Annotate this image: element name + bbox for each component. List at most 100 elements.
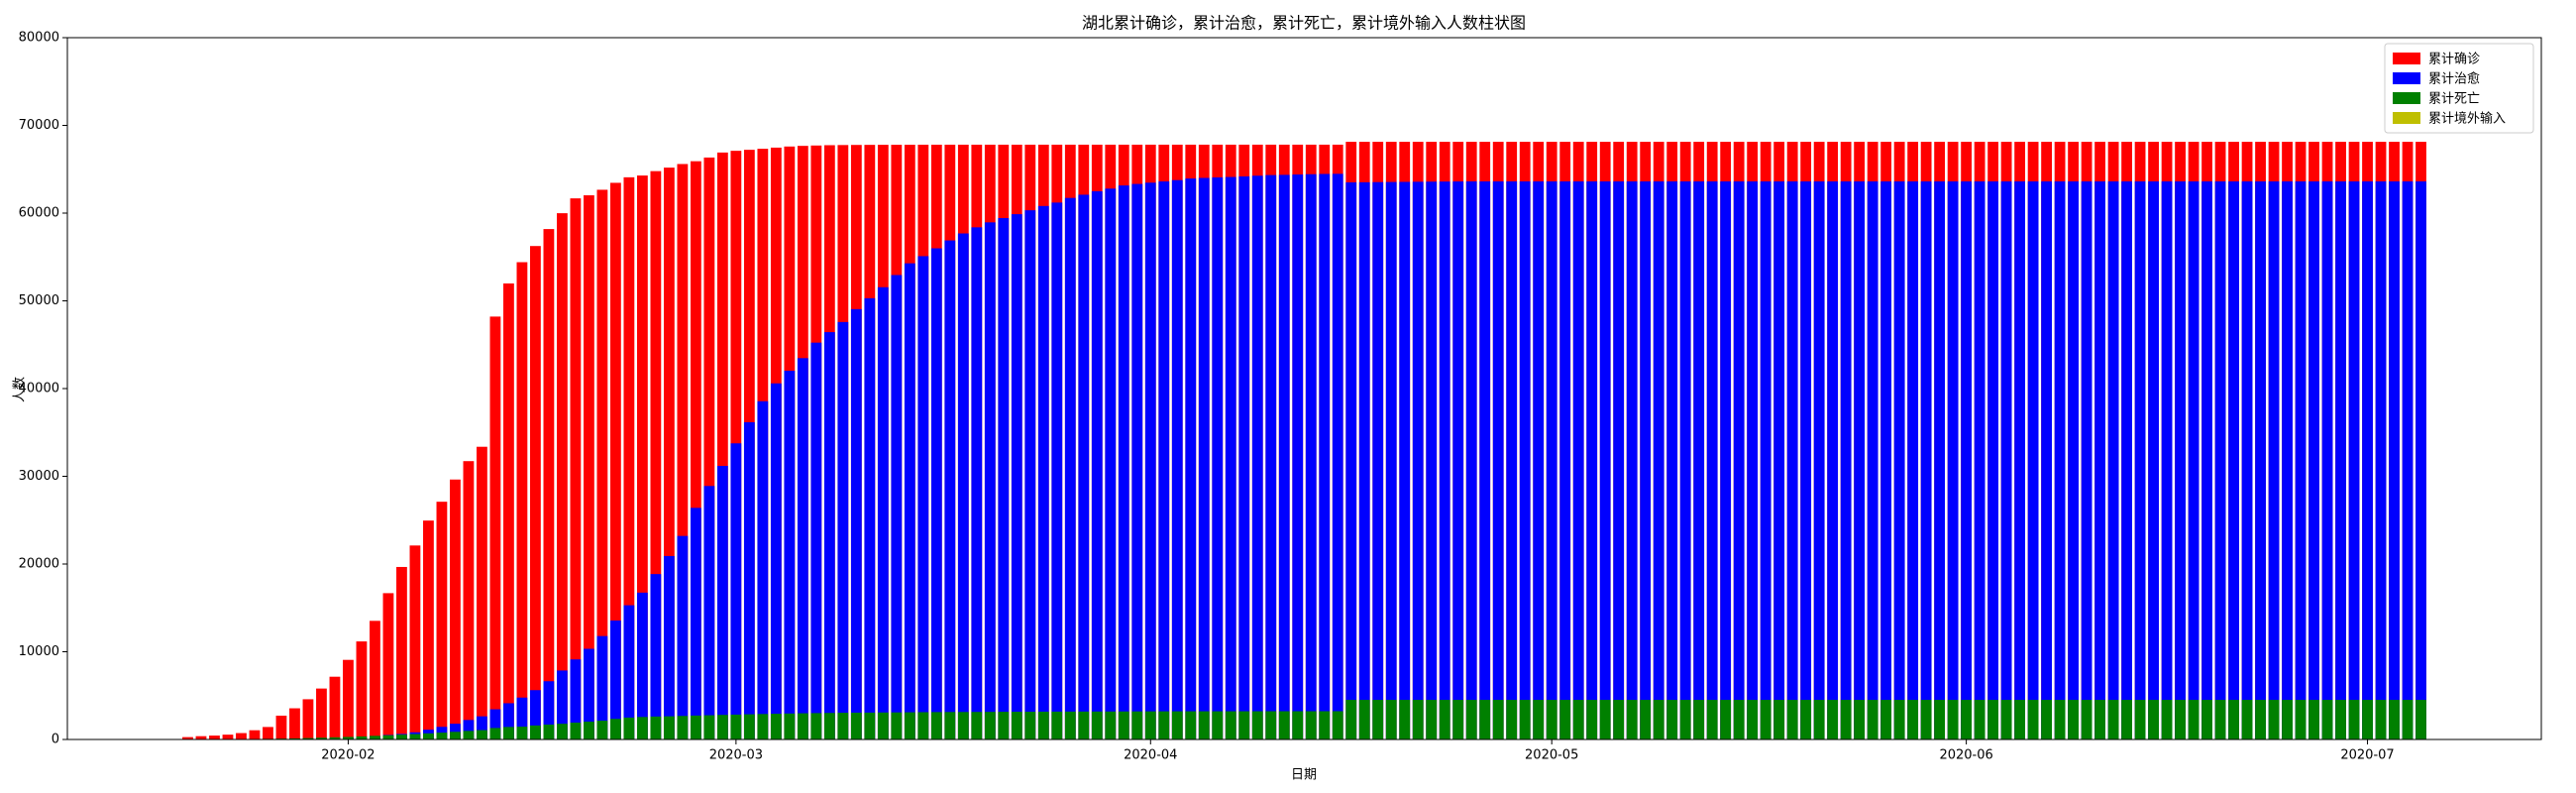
bar xyxy=(2027,700,2039,739)
bar xyxy=(1747,180,1759,739)
bar xyxy=(1439,700,1450,739)
bar xyxy=(984,712,996,739)
bar xyxy=(957,233,969,740)
bar xyxy=(1412,181,1424,739)
bar xyxy=(1051,711,1063,739)
bar xyxy=(222,735,234,739)
bar xyxy=(1666,180,1678,739)
legend-swatch xyxy=(2393,53,2420,64)
bar xyxy=(2175,700,2186,739)
bar xyxy=(316,688,327,739)
bar xyxy=(2321,180,2333,739)
bar xyxy=(1278,174,1290,739)
bar xyxy=(2389,180,2400,739)
bar xyxy=(677,535,689,739)
bar xyxy=(289,708,300,739)
x-tick-label: 2020-03 xyxy=(709,748,763,763)
bar xyxy=(1238,711,1250,739)
bar xyxy=(343,659,354,739)
bar xyxy=(1278,711,1290,739)
bar xyxy=(1867,180,1878,739)
bar xyxy=(904,712,915,739)
bar xyxy=(329,736,341,739)
bar xyxy=(2295,700,2307,739)
bar xyxy=(1559,180,1571,739)
bar xyxy=(1773,180,1785,739)
bar xyxy=(823,332,835,739)
bar xyxy=(2068,180,2079,739)
bar xyxy=(2081,700,2093,739)
bar xyxy=(2041,700,2052,739)
bar xyxy=(236,733,247,739)
bar xyxy=(1760,180,1771,739)
bar xyxy=(743,714,755,739)
bar xyxy=(2402,700,2414,739)
x-tick-label: 2020-04 xyxy=(1124,748,1177,763)
bar xyxy=(1666,700,1678,739)
y-tick-label: 0 xyxy=(52,733,59,747)
bar xyxy=(877,286,889,739)
bar xyxy=(1813,180,1825,739)
bar xyxy=(823,713,835,739)
bar xyxy=(2121,180,2132,739)
bar xyxy=(1679,180,1691,739)
bar xyxy=(2081,180,2093,739)
bar xyxy=(1640,180,1652,739)
bar xyxy=(1465,700,1477,739)
bar xyxy=(1800,700,1812,739)
bar xyxy=(2282,700,2293,739)
bar xyxy=(797,713,808,739)
bar xyxy=(583,722,594,739)
bar xyxy=(1559,700,1571,739)
bar xyxy=(957,712,969,739)
x-tick-label: 2020-05 xyxy=(1525,748,1578,763)
bar xyxy=(2107,700,2119,739)
bar xyxy=(2000,180,2012,739)
bar xyxy=(636,592,648,739)
bar xyxy=(2375,700,2387,739)
bar xyxy=(1506,700,1518,739)
bar xyxy=(423,733,434,739)
bar xyxy=(2268,700,2280,739)
bar xyxy=(609,719,621,739)
bar xyxy=(1345,181,1357,740)
bar xyxy=(1305,173,1317,739)
bar xyxy=(2188,180,2200,739)
bar xyxy=(1693,700,1705,739)
bar xyxy=(891,712,903,739)
y-tick-label: 10000 xyxy=(19,644,59,659)
bar xyxy=(543,229,555,739)
bar xyxy=(530,725,541,739)
bar xyxy=(503,283,514,739)
bar xyxy=(1319,711,1331,739)
bar xyxy=(703,486,715,739)
bar xyxy=(209,736,220,739)
bar xyxy=(370,621,380,739)
bar xyxy=(2389,700,2400,739)
bar xyxy=(2282,180,2293,739)
bar xyxy=(1399,700,1411,739)
bar xyxy=(1131,711,1143,739)
bar xyxy=(2268,180,2280,739)
bar xyxy=(382,735,394,739)
bar xyxy=(1813,700,1825,739)
bar xyxy=(703,157,715,740)
bar xyxy=(2228,180,2239,739)
bar xyxy=(1332,711,1343,739)
bar xyxy=(2335,180,2346,739)
bar xyxy=(1131,183,1143,740)
bar xyxy=(2041,180,2052,739)
legend-frame xyxy=(2384,43,2534,134)
bar xyxy=(850,308,862,739)
bar xyxy=(1760,700,1771,739)
bar xyxy=(810,713,822,739)
bar xyxy=(1519,700,1531,739)
y-tick-label: 20000 xyxy=(19,557,59,572)
bar xyxy=(2188,700,2200,739)
bar xyxy=(1479,180,1491,739)
bar xyxy=(1225,711,1236,739)
bar xyxy=(690,161,701,739)
bar xyxy=(690,508,701,739)
bar xyxy=(1399,181,1411,739)
